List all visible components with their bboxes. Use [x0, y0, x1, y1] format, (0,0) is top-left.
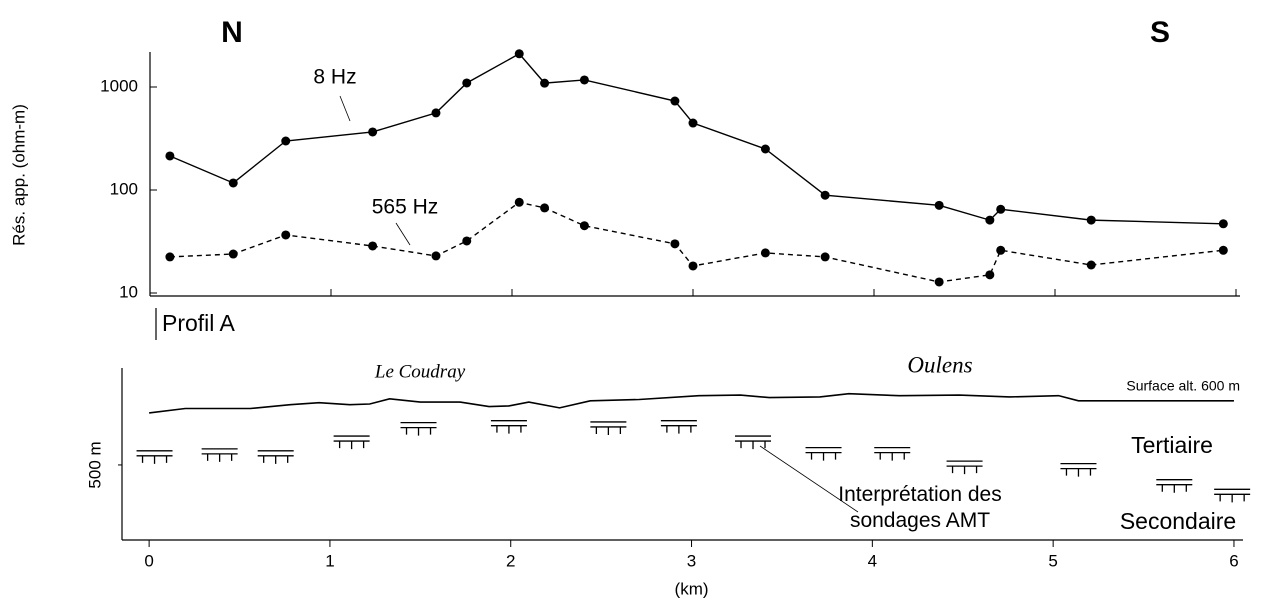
north-label: N — [221, 16, 243, 49]
data-point — [985, 270, 995, 280]
marker-shape — [333, 435, 370, 450]
leader-line — [339, 95, 351, 122]
x-tick-label: 6 — [1229, 551, 1238, 570]
data-point — [1218, 219, 1228, 229]
marker-shape — [1214, 488, 1251, 503]
data-point — [934, 200, 944, 210]
marker-shape — [946, 460, 983, 475]
data-point — [579, 75, 589, 85]
data-point — [165, 151, 175, 161]
data-point — [281, 136, 291, 146]
sounding-marker — [400, 421, 437, 436]
data-point — [514, 49, 524, 59]
x-tick-label: 4 — [868, 551, 877, 570]
marker-shape — [874, 446, 911, 461]
sounding-marker — [735, 435, 772, 450]
marker-shape — [400, 421, 437, 436]
marker-shape — [1156, 479, 1193, 493]
sounding-marker — [874, 446, 911, 461]
x-tick-label: 2 — [506, 551, 515, 570]
data-point — [820, 252, 830, 262]
data-point — [934, 277, 944, 287]
y-tick-label: 100 — [110, 179, 138, 198]
marker-shape — [257, 450, 294, 464]
y-tick-label: 10 — [119, 282, 138, 301]
series-label: 565 Hz — [372, 196, 439, 219]
sounding-marker — [1156, 479, 1193, 493]
data-point — [688, 261, 698, 271]
y-tick-label: 500 m — [85, 441, 104, 488]
sounding-marker — [333, 435, 370, 450]
data-point — [760, 144, 770, 154]
data-point — [431, 251, 441, 261]
marker-shape — [735, 435, 772, 450]
sounding-marker — [136, 450, 173, 464]
panel-title: Profil A — [162, 310, 236, 336]
data-point — [514, 197, 524, 207]
data-point — [540, 78, 550, 88]
data-point — [996, 204, 1006, 214]
series-label: 8 Hz — [313, 66, 356, 89]
sounding-marker — [201, 448, 238, 462]
surface-label: Surface alt. 600 m — [1126, 377, 1240, 393]
sounding-marker — [1060, 463, 1097, 477]
data-point — [670, 96, 680, 106]
place-label: Oulens — [907, 352, 972, 377]
data-point — [228, 249, 238, 259]
data-point — [368, 241, 378, 251]
data-point — [462, 78, 472, 88]
data-point — [281, 230, 291, 240]
soundings-label: Interprétation des sondages AMT — [838, 483, 1002, 532]
sounding-marker — [805, 446, 842, 461]
data-point — [985, 215, 995, 225]
data-point — [688, 118, 698, 128]
data-point — [760, 248, 770, 258]
leader-line — [395, 222, 411, 246]
data-point — [431, 108, 441, 118]
series-line — [169, 201, 1224, 283]
x-tick-label: 0 — [144, 551, 153, 570]
data-point — [228, 178, 238, 188]
south-label: S — [1150, 16, 1170, 49]
data-point — [1086, 260, 1096, 270]
marker-shape — [660, 420, 697, 434]
layer-label: Secondaire — [1120, 508, 1236, 534]
marker-shape — [136, 450, 173, 464]
marker-shape — [1060, 463, 1097, 477]
y-axis-label: Rés. app. (ohm-m) — [9, 104, 28, 246]
data-point — [462, 236, 472, 246]
marker-shape — [201, 448, 238, 462]
data-point — [996, 245, 1006, 255]
surface-line — [149, 392, 1234, 414]
sounding-marker — [590, 421, 627, 435]
x-tick-label: 3 — [687, 551, 696, 570]
sounding-marker — [660, 420, 697, 434]
marker-shape — [590, 421, 627, 435]
sounding-marker — [257, 450, 294, 464]
sounding-marker — [490, 420, 527, 434]
data-point — [670, 239, 680, 249]
data-point — [540, 203, 550, 213]
data-point — [1086, 215, 1096, 225]
sounding-marker — [946, 460, 983, 475]
data-point — [579, 221, 589, 231]
data-point — [368, 127, 378, 137]
marker-shape — [490, 420, 527, 434]
y-tick-label: 1000 — [100, 76, 138, 95]
data-point — [1218, 245, 1228, 255]
x-axis-label: (km) — [675, 579, 709, 598]
x-tick-label: 1 — [325, 551, 334, 570]
data-point — [820, 190, 830, 200]
marker-shape — [805, 446, 842, 461]
layer-label: Tertiaire — [1131, 432, 1213, 458]
leader-line — [759, 445, 859, 513]
place-label: Le Coudray — [374, 361, 466, 382]
x-tick-label: 5 — [1048, 551, 1057, 570]
sounding-marker — [1214, 488, 1251, 503]
data-point — [165, 252, 175, 262]
